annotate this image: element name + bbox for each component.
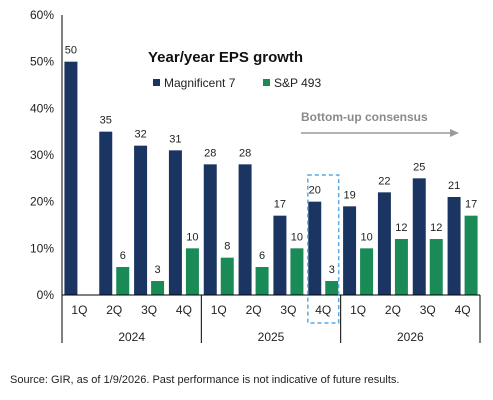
quarter-label: 2Q (385, 303, 401, 317)
data-label-s-p-493: 10 (360, 231, 372, 243)
bar-s-p-493 (151, 281, 165, 295)
data-label-s-p-493: 17 (465, 199, 477, 211)
data-label-magnificent-7: 50 (65, 45, 77, 57)
bar-s-p-493 (116, 267, 130, 295)
chart-overlay: Year/year EPS growth Magnificent 7 S&P 4… (148, 49, 459, 324)
bar-magnificent-7 (203, 164, 217, 295)
bar-s-p-493 (220, 257, 234, 295)
bar-s-p-493 (255, 267, 269, 295)
y-tick-label: 50% (30, 55, 54, 69)
data-label-s-p-493: 8 (224, 241, 230, 253)
bar-magnificent-7 (134, 145, 148, 295)
data-label-s-p-493: 6 (259, 250, 265, 262)
consensus-annotation: Bottom-up consensus (301, 110, 459, 137)
data-label-magnificent-7: 35 (100, 115, 112, 127)
legend: Magnificent 7 S&P 493 (153, 76, 321, 90)
data-label-magnificent-7: 20 (309, 185, 321, 197)
data-label-magnificent-7: 28 (239, 147, 251, 159)
highlight-box (307, 174, 340, 324)
legend-label-sp-493: S&P 493 (274, 76, 321, 90)
quarter-label: 1Q (211, 303, 227, 317)
bar-magnificent-7 (447, 197, 461, 295)
bar-magnificent-7 (64, 61, 78, 295)
bar-s-p-493 (464, 215, 478, 295)
quarter-label: 4Q (455, 303, 471, 317)
y-tick-label: 40% (30, 101, 54, 115)
bar-s-p-493 (325, 281, 339, 295)
data-label-magnificent-7: 32 (134, 129, 146, 141)
bar-s-p-493 (394, 239, 408, 295)
bar-magnificent-7 (377, 192, 391, 295)
y-tick-label: 20% (30, 195, 54, 209)
data-label-s-p-493: 10 (186, 231, 198, 243)
bar-labels: 50 35 32 31 28 28 17 20 19 22 25 21 6 3 10 8 6 10 3 10 12 12 1… (65, 45, 477, 276)
legend-swatch-magnificent-7 (153, 79, 160, 86)
data-label-magnificent-7: 19 (343, 189, 355, 201)
quarter-label: 1Q (71, 303, 87, 317)
data-label-magnificent-7: 28 (204, 147, 216, 159)
bar-s-p-493 (290, 248, 304, 295)
data-label-magnificent-7: 31 (169, 133, 181, 145)
quarter-label: 3Q (420, 303, 436, 317)
legend-swatch-sp-493 (263, 79, 270, 86)
quarter-label: 4Q (176, 303, 192, 317)
consensus-arrow-head (450, 129, 459, 137)
bar-magnificent-7 (238, 164, 252, 295)
quarter-label: 3Q (280, 303, 296, 317)
data-label-magnificent-7: 17 (274, 199, 286, 211)
data-label-magnificent-7: 21 (448, 180, 460, 192)
quarter-label: 3Q (141, 303, 157, 317)
bar-s-p-493 (429, 239, 443, 295)
bar-magnificent-7 (308, 201, 322, 295)
data-label-s-p-493: 12 (430, 222, 442, 234)
quarter-label: 2Q (246, 303, 262, 317)
data-label-s-p-493: 6 (120, 250, 126, 262)
year-label: 2025 (258, 330, 285, 344)
bar-s-p-493 (185, 248, 199, 295)
quarter-label: 4Q (315, 303, 331, 317)
year-label: 2024 (118, 330, 145, 344)
data-label-s-p-493: 3 (329, 264, 335, 276)
bar-magnificent-7 (273, 215, 287, 295)
bar-magnificent-7 (99, 131, 113, 295)
bar-s-p-493 (360, 248, 374, 295)
y-tick-label: 0% (37, 288, 55, 302)
y-axis-ticks: 0% 10% 20% 30% 40% 50% 60% (30, 8, 54, 302)
bars (64, 61, 478, 295)
data-label-magnificent-7: 25 (413, 161, 425, 173)
data-label-s-p-493: 10 (291, 231, 303, 243)
y-tick-label: 10% (30, 241, 54, 255)
chart-title: Year/year EPS growth (148, 49, 303, 66)
bar-magnificent-7 (412, 178, 426, 295)
quarter-label: 1Q (350, 303, 366, 317)
quarter-label: 2Q (106, 303, 122, 317)
data-label-magnificent-7: 22 (378, 175, 390, 187)
source-note: Source: GIR, as of 1/9/2026. Past perfor… (10, 374, 400, 386)
x-axis: 1Q 2Q 3Q 4Q 1Q 2Q 3Q 4Q 1Q 2Q 3Q 4Q 2024 2025 2026 (61, 294, 481, 344)
data-label-s-p-493: 12 (395, 222, 407, 234)
consensus-label: Bottom-up consensus (301, 110, 428, 124)
bar-magnificent-7 (168, 150, 182, 295)
y-tick-label: 30% (30, 148, 54, 162)
y-tick-label: 60% (30, 8, 54, 22)
year-label: 2026 (397, 330, 424, 344)
bar-magnificent-7 (343, 206, 357, 295)
data-label-s-p-493: 3 (155, 264, 161, 276)
legend-label-magnificent-7: Magnificent 7 (164, 76, 236, 90)
